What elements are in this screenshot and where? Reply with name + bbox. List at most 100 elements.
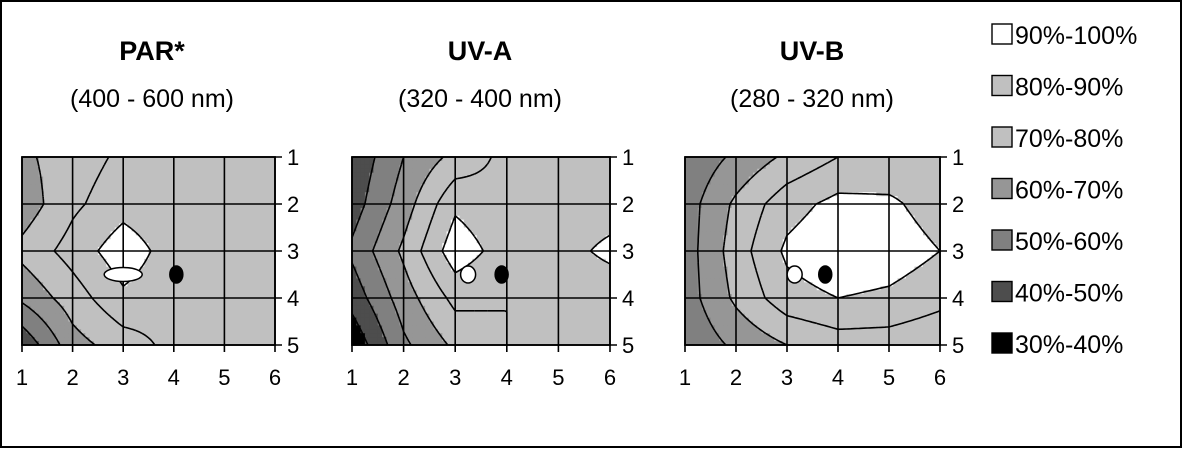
contour-cell — [30, 235, 35, 240]
contour-cell — [245, 282, 250, 287]
contour-cell — [140, 184, 145, 189]
contour-cell — [395, 275, 400, 280]
contour-cell — [178, 224, 183, 229]
contour-cell — [382, 208, 387, 213]
contour-cell — [127, 188, 132, 193]
contour-cell — [601, 181, 606, 186]
contour-cell — [216, 184, 221, 189]
contour-cell — [77, 192, 82, 197]
contour-cell — [550, 196, 555, 201]
contour-cell — [136, 188, 141, 193]
contour-cell — [165, 177, 170, 182]
contour-cell — [481, 255, 486, 260]
contour-cell — [199, 235, 204, 240]
contour-cell — [576, 220, 581, 225]
contour-cell — [425, 255, 430, 260]
contour-cell — [520, 228, 525, 233]
contour-cell — [245, 192, 250, 197]
contour-cell — [267, 263, 272, 268]
contour-cell — [477, 235, 482, 240]
contour-cell — [589, 282, 594, 287]
contour-cell — [533, 208, 538, 213]
contour-cell — [56, 259, 61, 264]
contour-cell — [178, 243, 183, 248]
contour-cell — [494, 173, 499, 178]
contour-cell — [245, 267, 250, 272]
contour-cell — [199, 255, 204, 260]
contour-cell — [178, 235, 183, 240]
contour-cell — [425, 282, 430, 287]
contour-cell — [191, 263, 196, 268]
contour-cell — [267, 220, 272, 225]
contour-cell — [233, 318, 238, 323]
contour-cell — [94, 322, 99, 327]
contour-cell — [56, 329, 61, 334]
contour-cell — [374, 165, 379, 170]
contour-cell — [254, 220, 259, 225]
contour-cell — [245, 173, 250, 178]
contour-cell — [165, 329, 170, 334]
contour-cell — [178, 220, 183, 225]
contour-cell — [468, 208, 473, 213]
contour-cell — [216, 290, 221, 295]
contour-cell — [237, 278, 242, 283]
contour-cell — [241, 259, 246, 264]
contour-cell — [106, 302, 111, 307]
contour-cell — [524, 208, 529, 213]
contour-cell — [153, 333, 158, 338]
contour-cell — [140, 322, 145, 327]
contour-cell — [56, 306, 61, 311]
contour-cell — [106, 216, 111, 221]
contour-cell — [464, 184, 469, 189]
contour-cell — [233, 208, 238, 213]
contour-cell — [421, 228, 426, 233]
contour-cell — [550, 271, 555, 276]
contour-cell — [262, 310, 267, 315]
contour-cell — [216, 325, 221, 330]
contour-cell — [191, 314, 196, 319]
contour-cell — [421, 216, 426, 221]
contour-cell — [386, 271, 391, 276]
contour-cell — [386, 184, 391, 189]
contour-cell — [195, 228, 200, 233]
contour-cell — [408, 255, 413, 260]
contour-cell — [481, 231, 486, 236]
contour-cell — [98, 192, 103, 197]
contour-cell — [494, 188, 499, 193]
contour-cell — [515, 184, 520, 189]
contour-cell — [571, 196, 576, 201]
contour-cell — [438, 243, 443, 248]
contour-cell — [386, 239, 391, 244]
contour-cell — [490, 220, 495, 225]
contour-cell — [541, 243, 546, 248]
contour-cell — [233, 255, 238, 260]
contour-cell — [267, 196, 272, 201]
contour-cell — [584, 224, 589, 229]
contour-cell — [208, 220, 213, 225]
contour-cell — [571, 184, 576, 189]
contour-cell — [237, 325, 242, 330]
contour-cell — [233, 235, 238, 240]
contour-cell — [140, 216, 145, 221]
contour-cell — [541, 188, 546, 193]
contour-cell — [144, 173, 149, 178]
contour-cell — [520, 192, 525, 197]
contour-cell — [412, 228, 417, 233]
contour-cell — [186, 255, 191, 260]
contour-cell — [258, 314, 263, 319]
contour-cell — [593, 216, 598, 221]
contour-cell — [26, 282, 31, 287]
contour-cell — [429, 282, 434, 287]
contour-cell — [115, 282, 120, 287]
contour-cell — [203, 216, 208, 221]
contour-cell — [356, 239, 361, 244]
contour-cell — [39, 302, 44, 307]
contour-cell — [250, 220, 255, 225]
contour-cell — [391, 212, 396, 217]
contour-cell — [208, 224, 213, 229]
contour-cell — [241, 286, 246, 291]
contour-cell — [237, 192, 242, 197]
contour-cell — [356, 259, 361, 264]
contour-cell — [515, 259, 520, 264]
